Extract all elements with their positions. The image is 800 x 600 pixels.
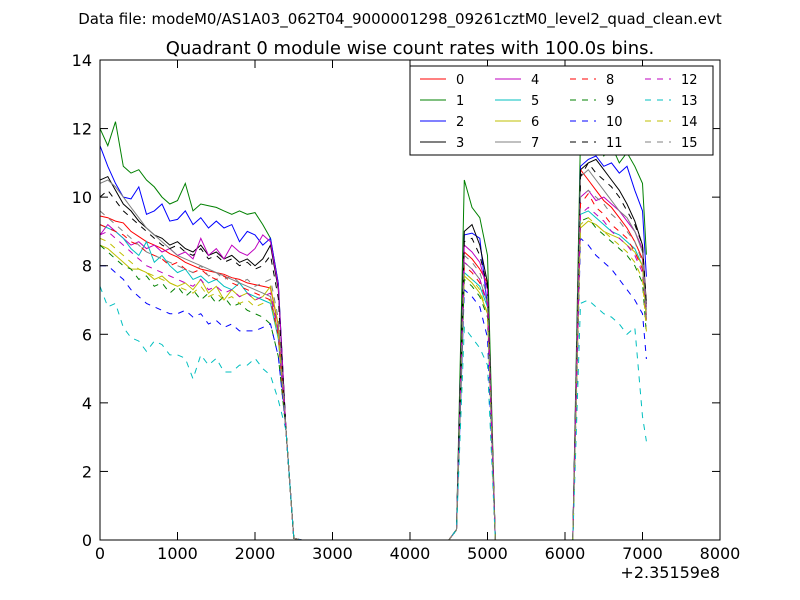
legend-label-3: 3 [456, 136, 464, 151]
y-tick-label: 6 [82, 325, 92, 344]
x-tick-label: 7000 [622, 544, 663, 563]
legend-label-4: 4 [531, 73, 539, 88]
legend-label-5: 5 [531, 94, 539, 109]
legend-label-1: 1 [456, 94, 464, 109]
x-tick-label: 2000 [235, 544, 276, 563]
x-tick-label: 1000 [157, 544, 198, 563]
series-line-0 [100, 168, 647, 540]
series-line-6 [100, 220, 647, 540]
legend-label-9: 9 [606, 94, 614, 109]
legend-label-15: 15 [681, 136, 698, 151]
x-tick-label: 4000 [390, 544, 431, 563]
series-line-1 [100, 121, 647, 540]
axes-ticks: 0 1000 2000 3000 4000 5000 6000 7000 80000246810… [72, 51, 741, 563]
legend-label-11: 11 [606, 136, 623, 151]
legend-label-8: 8 [606, 73, 614, 88]
suptitle: Data file: modeM0/AS1A03_062T04_90000012… [78, 10, 722, 29]
legend-label-0: 0 [456, 73, 464, 88]
series-line-4 [100, 189, 647, 540]
legend-label-2: 2 [456, 115, 464, 130]
x-offset-label: +2.35159e8 [620, 563, 720, 582]
y-tick-label: 10 [72, 188, 92, 207]
legend-label-14: 14 [681, 115, 698, 130]
legend-box [409, 65, 714, 156]
series-line-10 [100, 237, 647, 540]
y-tick-label: 0 [82, 531, 92, 550]
series-line-7 [100, 168, 647, 540]
legend-label-10: 10 [606, 115, 623, 130]
series-line-2 [100, 145, 647, 540]
y-tick-label: 2 [82, 462, 92, 481]
x-tick-label: 6000 [545, 544, 586, 563]
series-line-11 [100, 161, 647, 540]
series-line-15 [100, 189, 647, 540]
y-tick-label: 14 [72, 51, 92, 70]
plot-area [100, 121, 647, 540]
legend-label-7: 7 [531, 136, 539, 151]
legend-label-13: 13 [681, 94, 698, 109]
series-line-13 [100, 286, 647, 540]
legend-label-6: 6 [531, 115, 539, 130]
chart-title: Quadrant 0 module wise count rates with … [166, 38, 655, 59]
x-tick-label: 0 [95, 544, 105, 563]
legend-label-12: 12 [681, 73, 698, 88]
x-tick-label: 8000 [700, 544, 741, 563]
x-tick-label: 5000 [467, 544, 508, 563]
y-tick-label: 8 [82, 257, 92, 276]
series-line-5 [100, 210, 647, 540]
y-tick-label: 4 [82, 394, 92, 413]
series-line-12 [100, 206, 647, 540]
y-tick-label: 12 [72, 120, 92, 139]
x-tick-label: 3000 [312, 544, 353, 563]
series-line-3 [100, 158, 647, 540]
